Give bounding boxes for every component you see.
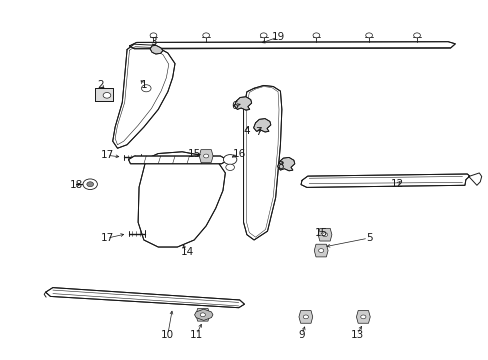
Polygon shape [95,88,112,101]
Polygon shape [301,174,469,188]
Text: 19: 19 [271,32,284,42]
Circle shape [150,33,157,38]
Circle shape [365,33,372,38]
Circle shape [312,33,319,38]
Text: 1: 1 [140,80,147,90]
Text: 4: 4 [243,126,250,136]
Circle shape [203,154,208,158]
Text: 17: 17 [101,150,114,160]
Text: 3: 3 [150,37,157,48]
Circle shape [103,93,111,98]
Text: 15: 15 [314,228,327,238]
Polygon shape [277,157,294,171]
Polygon shape [196,309,209,321]
Polygon shape [138,152,225,247]
Circle shape [141,85,151,92]
Text: 14: 14 [180,247,193,257]
Text: 11: 11 [189,330,203,340]
Text: 18: 18 [70,180,83,190]
Circle shape [303,315,308,319]
Polygon shape [199,150,213,162]
Text: 8: 8 [277,161,283,171]
Circle shape [87,182,93,187]
Text: 9: 9 [298,330,305,340]
Text: 17: 17 [101,233,114,243]
Polygon shape [253,118,270,132]
Circle shape [318,249,323,252]
Polygon shape [234,97,251,110]
Circle shape [83,179,97,189]
Polygon shape [194,309,213,320]
Circle shape [360,315,365,319]
Polygon shape [318,228,331,241]
Text: 7: 7 [255,127,262,138]
Text: 13: 13 [350,330,363,340]
Polygon shape [314,244,327,257]
Text: 2: 2 [97,80,104,90]
Polygon shape [150,45,163,54]
Polygon shape [243,85,281,240]
Polygon shape [128,156,227,164]
Text: 6: 6 [231,101,238,111]
Circle shape [322,233,327,237]
Polygon shape [356,311,369,323]
Polygon shape [298,311,312,323]
Circle shape [223,154,236,165]
Text: 16: 16 [233,149,246,158]
Text: 10: 10 [161,330,174,340]
Polygon shape [45,288,244,308]
Polygon shape [129,42,454,49]
Circle shape [225,164,234,171]
Text: 12: 12 [390,179,404,189]
Circle shape [413,33,420,38]
Circle shape [203,33,209,38]
Polygon shape [112,44,175,148]
Text: 5: 5 [365,233,372,243]
Circle shape [200,313,205,317]
Text: 15: 15 [187,149,201,158]
Circle shape [260,33,266,38]
